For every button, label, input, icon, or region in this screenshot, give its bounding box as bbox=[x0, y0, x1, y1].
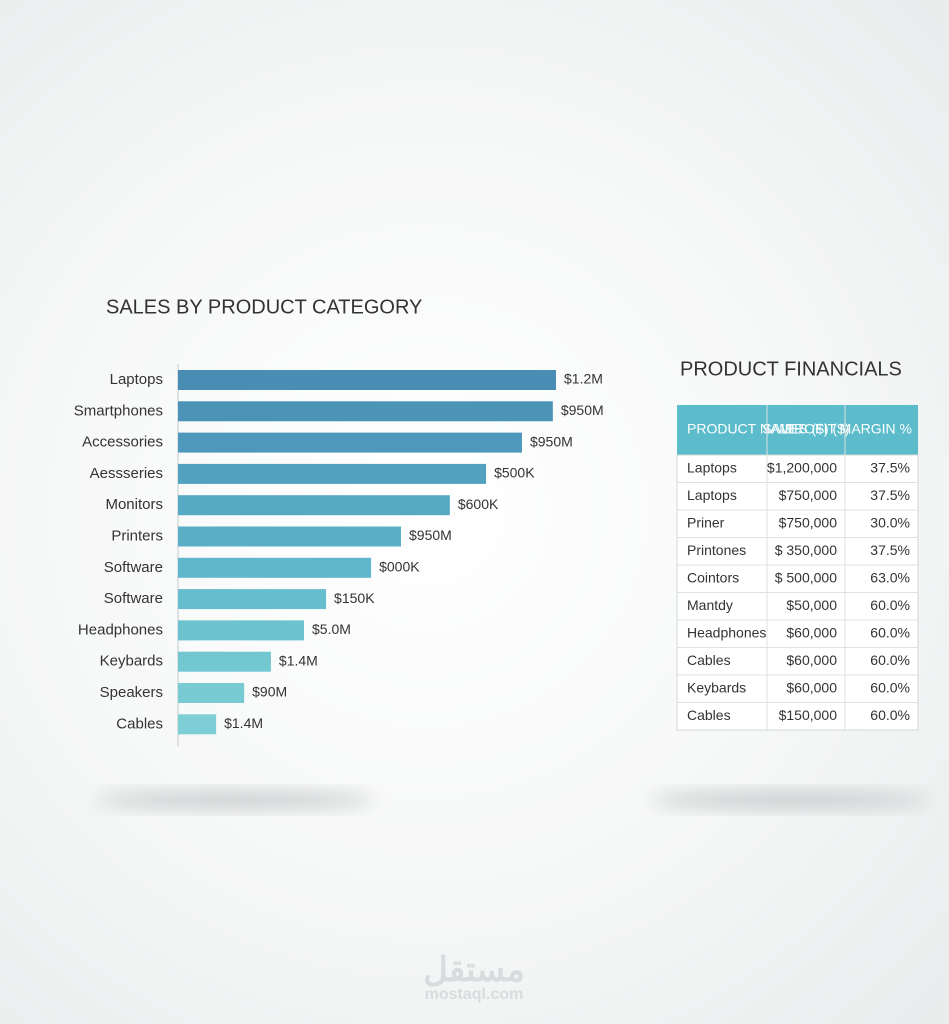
table-cell: Headphones bbox=[687, 624, 766, 640]
bar bbox=[178, 526, 402, 547]
table-cell: Laptops bbox=[687, 459, 737, 475]
shadow bbox=[95, 792, 375, 808]
bar bbox=[178, 370, 556, 390]
table-cell: 60.0% bbox=[870, 624, 910, 640]
table-cell: 37.5% bbox=[870, 542, 910, 558]
table-cell: Printones bbox=[687, 542, 746, 558]
category-label: Speakers bbox=[100, 684, 163, 701]
table-cell: 30.0% bbox=[870, 514, 910, 530]
category-label: Cables bbox=[116, 715, 163, 732]
bar-label: $500K bbox=[494, 465, 535, 481]
bar bbox=[178, 463, 487, 484]
bar bbox=[178, 495, 450, 516]
chart-title: SALES BY PRODUCT CATEGORY bbox=[106, 296, 422, 318]
bar-label: $600K bbox=[458, 496, 499, 512]
bar-label: $90M bbox=[252, 684, 287, 700]
category-label: Printers bbox=[111, 527, 163, 544]
table-cell: 60.0% bbox=[870, 652, 910, 668]
watermark: mostaql.com bbox=[425, 986, 524, 1003]
category-label: Headphones bbox=[78, 621, 163, 638]
table-cell: 63.0% bbox=[870, 569, 910, 585]
bar bbox=[178, 432, 522, 453]
table-cell: Mantdy bbox=[687, 597, 733, 613]
bar bbox=[178, 620, 304, 641]
table-cell: Laptops bbox=[687, 487, 737, 503]
table-cell: $750,000 bbox=[779, 514, 838, 530]
table-cell: $1,200,000 bbox=[767, 459, 837, 475]
table-header: PROFIT MARGIN % bbox=[785, 421, 912, 437]
table-cell: Priner bbox=[687, 514, 725, 530]
table-cell: Cointors bbox=[687, 569, 739, 585]
table-cell: 60.0% bbox=[870, 707, 910, 723]
category-label: Software bbox=[104, 559, 163, 576]
table-header-bg bbox=[677, 405, 918, 455]
bar-label: $1.4M bbox=[279, 652, 318, 668]
category-label: Laptops bbox=[110, 371, 163, 388]
category-label: Accessories bbox=[82, 434, 163, 451]
bar bbox=[178, 557, 372, 578]
bar-label: $950M bbox=[409, 527, 452, 543]
bar-label: $950M bbox=[561, 402, 604, 418]
table-cell: $150,000 bbox=[779, 707, 838, 723]
bar bbox=[178, 683, 245, 703]
bar bbox=[178, 714, 217, 735]
bar bbox=[178, 651, 271, 672]
bar-label: $950M bbox=[530, 433, 573, 449]
bar-label: $1.4M bbox=[224, 715, 263, 731]
bar bbox=[178, 401, 553, 422]
category-label: Software bbox=[104, 590, 163, 607]
category-label: Monitors bbox=[105, 496, 163, 513]
category-label: Smartphones bbox=[74, 402, 163, 419]
category-label: Keybards bbox=[100, 653, 163, 670]
table-cell: Cables bbox=[687, 707, 731, 723]
table-header: PRODUCT NAME bbox=[687, 421, 800, 437]
table-cell: 60.0% bbox=[870, 679, 910, 695]
bar-label: $000K bbox=[379, 559, 420, 575]
table-cell: 60.0% bbox=[870, 597, 910, 613]
table-cell: $750,000 bbox=[779, 487, 838, 503]
bar-label: $1.2M bbox=[564, 371, 603, 387]
table-cell: Keybards bbox=[687, 679, 746, 695]
table-cell: $60,000 bbox=[786, 624, 837, 640]
watermark: مستقل bbox=[423, 951, 525, 989]
table-cell: $ 500,000 bbox=[775, 569, 837, 585]
category-label: Aessseries bbox=[90, 465, 163, 482]
shadow bbox=[650, 792, 930, 808]
table-cell: $60,000 bbox=[786, 652, 837, 668]
table-cell: $60,000 bbox=[786, 679, 837, 695]
table-cell: $ 350,000 bbox=[775, 542, 837, 558]
table-cell: Cables bbox=[687, 652, 731, 668]
bar bbox=[178, 589, 327, 610]
table-cell: 37.5% bbox=[870, 487, 910, 503]
bar-label: $5.0M bbox=[312, 621, 351, 637]
table-title: PRODUCT FINANCIALS bbox=[680, 358, 902, 380]
table-cell: 37.5% bbox=[870, 459, 910, 475]
table-header: SALES ($) ($) bbox=[762, 421, 849, 437]
bar-label: $150K bbox=[334, 590, 375, 606]
table-cell: $50,000 bbox=[786, 597, 837, 613]
